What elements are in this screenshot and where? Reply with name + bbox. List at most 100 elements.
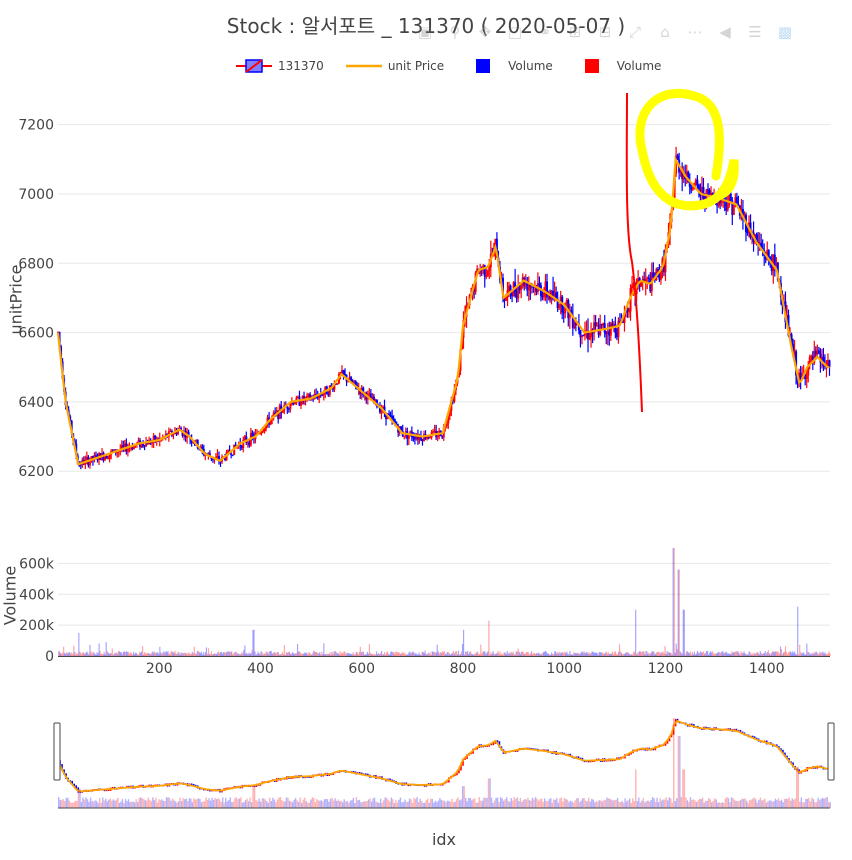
volume-bar — [445, 654, 447, 656]
range-volume-bar — [666, 800, 669, 808]
range-volume-bar — [364, 801, 367, 808]
volume-bar — [288, 651, 291, 656]
volume-bar — [691, 651, 693, 656]
range-volume-bar — [717, 802, 719, 808]
range-volume-bar — [386, 797, 388, 808]
volume-bar — [773, 652, 776, 656]
volume-bar — [313, 651, 315, 656]
volume-bar — [472, 654, 474, 656]
candle-body — [427, 436, 430, 439]
range-volume-bar — [95, 800, 98, 808]
volume-bar — [63, 646, 65, 656]
plotly-logo-icon[interactable]: ▩ — [777, 23, 793, 41]
volume-bar — [806, 643, 808, 656]
volume-bar — [656, 652, 658, 656]
autoscale-icon[interactable]: ⤢ — [628, 23, 641, 41]
range-volume-bar — [291, 802, 294, 808]
range-volume-bar — [323, 799, 326, 808]
range-volume-bar — [308, 802, 310, 808]
candle-body — [316, 395, 319, 399]
volume-bar — [737, 651, 739, 656]
plot-toolbar[interactable]: ▣ ⚲ ✥ □ ⚭ ⊞ ⊟ ⤢ ⌂ ⋯ ◀ ☰ ▩ — [415, 22, 795, 44]
home-icon[interactable]: ⌂ — [660, 23, 670, 41]
volume-bar — [142, 646, 144, 656]
volume-bar — [406, 654, 408, 656]
range-volume-bar — [250, 802, 253, 808]
range-volume-bar — [112, 799, 115, 808]
spike-icon[interactable]: ⋯ — [687, 23, 703, 41]
volume-bar — [635, 609, 637, 656]
volume-bar — [762, 653, 764, 656]
volume-bar — [648, 652, 650, 656]
range-volume-bar — [542, 801, 544, 808]
volume-bar — [721, 651, 723, 656]
candle-body — [242, 439, 245, 448]
hover-compare-icon[interactable]: ☰ — [748, 23, 762, 41]
range-handle-right[interactable] — [827, 722, 835, 781]
range-volume-bar — [820, 798, 822, 808]
range-volume-bar — [563, 797, 566, 808]
range-volume-bar — [594, 802, 596, 808]
range-volume-bar — [417, 802, 420, 808]
volume-bar — [541, 653, 544, 656]
candle-body — [518, 285, 521, 290]
legend-item-unit-price[interactable]: unit Price — [345, 58, 444, 74]
candle-body — [542, 292, 545, 298]
volume-bar — [454, 651, 457, 656]
candle-body — [741, 208, 744, 220]
zoom-out-icon[interactable]: ⊟ — [598, 23, 612, 41]
volume-bar — [790, 651, 792, 656]
volume-bar — [685, 651, 687, 656]
volume-bar — [720, 652, 722, 656]
volume-bar — [734, 652, 736, 656]
hover-closest-icon[interactable]: ◀ — [719, 23, 731, 41]
candle-body — [289, 403, 292, 409]
candle-body — [679, 170, 682, 173]
volume-bar — [538, 653, 541, 656]
volume-bar — [696, 650, 699, 656]
range-volume-bar — [821, 797, 824, 808]
volume-series — [58, 548, 831, 656]
range-volume-bar — [203, 801, 206, 808]
volume-bar — [565, 652, 567, 656]
legend-item-volume-blue[interactable]: Volume — [466, 58, 553, 74]
zoom-icon[interactable]: ⚲ — [449, 23, 461, 41]
volume-bar — [128, 653, 131, 656]
range-volume-bar — [812, 799, 815, 808]
legend-item-candles[interactable]: 131370 — [236, 58, 324, 74]
range-volume-bar — [390, 797, 392, 808]
volume-bar — [262, 654, 264, 656]
range-volume-bar — [64, 801, 66, 808]
volume-bar — [403, 653, 405, 656]
range-volume-bar — [182, 798, 184, 808]
volume-bar — [449, 654, 452, 656]
range-volume-bar — [597, 801, 599, 808]
range-volume-bar — [796, 766, 798, 808]
volume-bar — [393, 652, 395, 656]
candle-body — [573, 322, 576, 329]
range-volume-bar — [670, 798, 672, 808]
volume-bar — [115, 652, 117, 656]
range-volume-bar — [366, 801, 368, 808]
range-slider — [53, 699, 835, 809]
volume-bar — [679, 651, 681, 656]
legend-item-volume-red[interactable]: Volume — [575, 58, 661, 74]
range-volume-bar — [662, 799, 664, 808]
range-volume-bar — [149, 799, 151, 808]
volume-bar — [713, 653, 715, 656]
select-icon[interactable]: □ — [507, 23, 523, 41]
range-volume-bar — [780, 799, 783, 808]
lasso-icon[interactable]: ⚭ — [538, 23, 552, 41]
candle-body — [535, 285, 538, 292]
candle-body — [231, 454, 234, 456]
camera-icon[interactable]: ▣ — [417, 23, 433, 41]
range-volume-bar — [424, 802, 426, 808]
line-legend-icon — [345, 64, 382, 68]
pan-icon[interactable]: ✥ — [478, 23, 492, 41]
volume-bar — [95, 654, 97, 656]
range-volume-bar — [431, 798, 433, 808]
range-handle-left[interactable] — [53, 722, 61, 781]
volume-bar — [86, 651, 88, 656]
zoom-in-icon[interactable]: ⊞ — [568, 23, 582, 41]
